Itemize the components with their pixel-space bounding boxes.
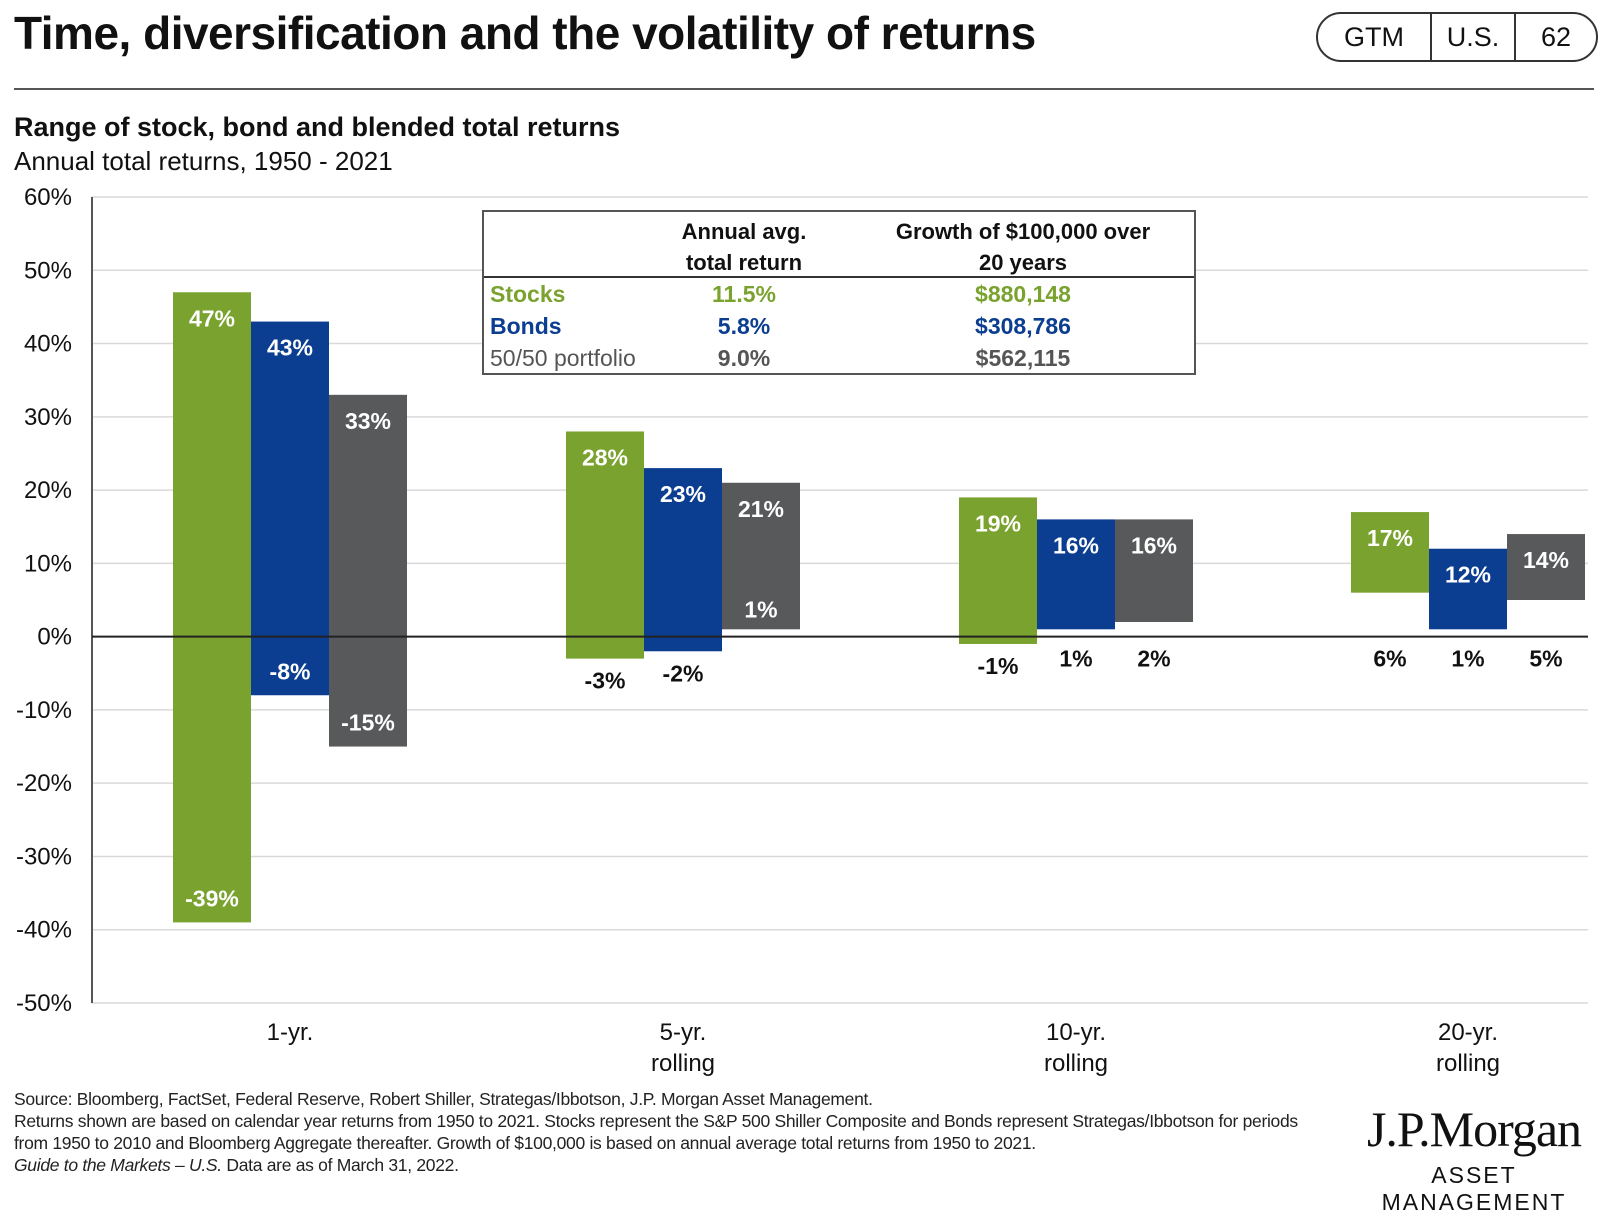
- x-tick-label: 10-yr.: [1046, 1019, 1106, 1046]
- range-bar: [722, 482, 800, 630]
- logo-subtitle: ASSET MANAGEMENT: [1381, 1162, 1567, 1215]
- data-label-low: -1%: [978, 653, 1019, 679]
- data-label-high: 16%: [1053, 532, 1099, 558]
- data-label-low: -2%: [663, 660, 704, 686]
- logo-brand: J.P.Morgan: [1366, 1101, 1582, 1157]
- data-label-high: 19%: [975, 510, 1021, 536]
- summary-table: Annual avg. total return Growth of $100,…: [482, 210, 1196, 375]
- footnotes: Source: Bloomberg, FactSet, Federal Rese…: [14, 1088, 1304, 1176]
- header-growth: Growth of $100,000 over 20 years: [895, 219, 1151, 275]
- range-bar: [644, 468, 722, 652]
- asof-date: Data are as of March 31, 2022.: [221, 1155, 459, 1175]
- x-tick-label: rolling: [1436, 1050, 1500, 1077]
- summary-row-stocks: Stocks 11.5% $880,148: [484, 278, 1194, 310]
- chart-title: Range of stock, bond and blended total r…: [14, 112, 621, 142]
- x-tick-label: rolling: [651, 1050, 715, 1077]
- y-tick-label: 10%: [24, 550, 72, 577]
- data-label-high: 28%: [582, 444, 628, 470]
- y-tick-label: 40%: [24, 331, 72, 358]
- guide-name: Guide to the Markets – U.S.: [14, 1155, 222, 1175]
- data-label-low: 5%: [1529, 646, 1562, 672]
- chart-subtitle: Annual total returns, 1950 - 2021: [14, 146, 393, 176]
- badge-region: U.S.: [1432, 14, 1516, 60]
- title-divider: [14, 88, 1594, 90]
- data-label-high: 17%: [1367, 525, 1413, 551]
- data-label-low: -39%: [185, 885, 239, 911]
- row-growth: $562,115: [975, 345, 1071, 371]
- range-bar: [566, 431, 644, 659]
- y-tick-label: 60%: [24, 184, 72, 211]
- range-bar: [329, 394, 407, 747]
- methodology-note: Returns shown are based on calendar year…: [14, 1111, 1298, 1153]
- range-bar: [251, 321, 329, 696]
- range-bar: [1507, 534, 1585, 600]
- summary-row-portfolio: 50/50 portfolio 9.0% $562,115: [484, 342, 1194, 374]
- row-growth: $880,148: [975, 281, 1071, 307]
- data-label-high: 43%: [267, 335, 313, 361]
- data-label-high: 16%: [1131, 532, 1177, 558]
- y-tick-label: -20%: [16, 770, 72, 797]
- row-growth: $308,786: [975, 313, 1071, 339]
- y-tick-label: 20%: [24, 477, 72, 504]
- y-tick-label: -30%: [16, 843, 72, 870]
- summary-row-bonds: Bonds 5.8% $308,786: [484, 310, 1194, 342]
- data-label-high: 23%: [660, 481, 706, 507]
- range-bar: [959, 497, 1037, 644]
- y-tick-label: 0%: [37, 624, 72, 651]
- jpmorgan-logo: J.P.Morgan ASSET MANAGEMENT: [1352, 1100, 1596, 1216]
- data-label-low: 1%: [1059, 646, 1092, 672]
- range-bar: [1351, 512, 1429, 593]
- range-bar: [1429, 548, 1507, 630]
- data-label-low: -3%: [585, 668, 626, 694]
- y-tick-label: 50%: [24, 257, 72, 284]
- badge-gtm: GTM: [1318, 14, 1432, 60]
- x-tick-label: 1-yr.: [267, 1019, 314, 1046]
- row-name: 50/50 portfolio: [490, 345, 636, 371]
- data-label-high: 47%: [189, 305, 235, 331]
- y-tick-label: -10%: [16, 697, 72, 724]
- range-bar: [1037, 519, 1115, 630]
- source-note: Source: Bloomberg, FactSet, Federal Rese…: [14, 1089, 873, 1109]
- data-label-low: 2%: [1137, 646, 1170, 672]
- data-label-high: 21%: [738, 496, 784, 522]
- x-tick-label: rolling: [1044, 1050, 1108, 1077]
- data-label-low: 6%: [1373, 646, 1406, 672]
- data-label-low: -8%: [270, 658, 311, 684]
- data-label-low: -15%: [341, 710, 395, 736]
- asof-note: Guide to the Markets – U.S. Data are as …: [14, 1154, 1304, 1176]
- row-name: Bonds: [490, 313, 562, 339]
- y-tick-label: 30%: [24, 404, 72, 431]
- row-avg: 9.0%: [717, 345, 771, 371]
- y-tick-label: -40%: [16, 917, 72, 944]
- data-label-high: 12%: [1445, 562, 1491, 588]
- x-tick-label: 5-yr.: [660, 1019, 707, 1046]
- x-tick-label: 20-yr.: [1438, 1019, 1498, 1046]
- range-bar-chart: 60% 50% 40% 30% 20% 10% 0% -10% -20% -30% -40% -50%…: [16, 184, 1588, 1077]
- row-avg: 11.5%: [712, 281, 776, 307]
- data-label-low: 1%: [1451, 646, 1484, 672]
- header-annual-avg: Annual avg. total return: [681, 219, 807, 275]
- range-bar: [173, 292, 251, 923]
- data-label-low: 1%: [744, 596, 777, 622]
- page-badge: GTM U.S. 62: [1316, 12, 1598, 62]
- summary-table-header: Annual avg. total return Growth of $100,…: [484, 212, 1194, 278]
- row-avg: 5.8%: [717, 313, 771, 339]
- page-title: Time, diversification and the volatility…: [14, 7, 1036, 59]
- row-name: Stocks: [490, 281, 566, 307]
- range-bar: [1115, 519, 1193, 622]
- data-label-high: 14%: [1523, 547, 1569, 573]
- data-label-high: 33%: [345, 408, 391, 434]
- y-tick-label: -50%: [16, 990, 72, 1017]
- badge-page-number: 62: [1540, 21, 1572, 52]
